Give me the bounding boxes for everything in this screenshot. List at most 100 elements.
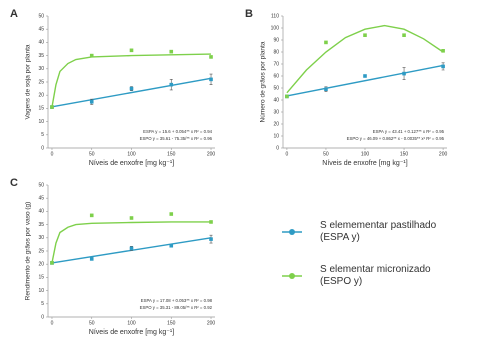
legend-marker	[289, 273, 295, 279]
y-tick-label: 35	[38, 53, 44, 59]
fit-line	[286, 64, 444, 97]
point	[209, 220, 213, 224]
y-tick-label: 100	[271, 25, 280, 31]
y-tick-label: 40	[38, 40, 44, 46]
y-tick-label: 45	[38, 27, 44, 33]
point	[50, 261, 54, 265]
y-tick-label: 30	[273, 109, 279, 115]
y-tick-label: 15	[38, 275, 44, 281]
y-tick-label: 20	[38, 262, 44, 268]
y-tick-label: 50	[38, 182, 44, 188]
x-tick-label: 50	[89, 151, 95, 157]
y-tick-label: 45	[38, 196, 44, 202]
x-tick-label: 150	[167, 320, 176, 326]
x-tick-label: 200	[207, 151, 216, 157]
panel-letter: C	[10, 177, 18, 189]
fit-line	[51, 77, 212, 108]
x-tick-label: 100	[127, 320, 136, 326]
y-tick-label: 30	[38, 66, 44, 72]
point	[324, 87, 328, 91]
y-tick-label: 50	[38, 13, 44, 19]
point	[324, 40, 328, 45]
fit-line	[51, 53, 212, 108]
y-tick-label: 60	[273, 73, 279, 79]
equation: ESPA y = 15.6 + 0.054** x R² = 0.94	[143, 129, 212, 134]
point	[129, 246, 134, 251]
x-tick-label: 0	[286, 151, 289, 157]
y-tick-label: 25	[38, 248, 44, 254]
equation: ESPA y = 43.41 + 0.127** x R² = 0.95	[373, 129, 445, 134]
point	[402, 71, 406, 76]
legend-label: S elemementar pastilhado (ESPA y)	[320, 220, 437, 243]
y-tick-label: 50	[273, 85, 279, 91]
x-tick-label: 50	[89, 320, 95, 326]
point	[89, 53, 94, 58]
point	[285, 94, 289, 99]
x-tick-label: 200	[207, 320, 216, 326]
point	[129, 216, 134, 220]
point	[209, 55, 213, 59]
x-tick-label: 0	[51, 320, 54, 326]
panel-letter: B	[245, 8, 253, 20]
x-tick-label: 100	[127, 151, 136, 157]
point	[363, 74, 367, 78]
equation: ESPO y = 46.09 + 0.862** x - 0.0035** x²…	[347, 136, 445, 141]
y-tick-label: 0	[276, 145, 279, 151]
y-tick-label: 35	[38, 222, 44, 228]
point	[441, 64, 445, 69]
legend-label: S elementar micronizado (ESPO y)	[320, 264, 431, 287]
x-axis-label: Níveis de enxofre [mg kg⁻¹]	[89, 329, 174, 336]
x-axis-label: Níveis de enxofre [mg kg⁻¹]	[322, 160, 407, 167]
equation: ESPO y = 35.61 - 75.35/** x R² = 0.96	[140, 136, 213, 141]
point	[402, 33, 406, 37]
y-tick-label: 90	[273, 37, 279, 43]
x-tick-label: 0	[51, 151, 54, 157]
point	[169, 49, 174, 54]
point	[441, 49, 445, 53]
y-tick-label: 10	[38, 119, 44, 125]
point	[129, 86, 134, 91]
x-tick-label: 50	[323, 151, 329, 157]
y-tick-label: 5	[41, 132, 44, 138]
y-tick-label: 0	[41, 145, 44, 151]
y-tick-label: 80	[273, 49, 279, 55]
y-tick-label: 20	[273, 121, 279, 127]
x-tick-label: 150	[400, 151, 409, 157]
y-axis-label: Número de grãos por planta	[260, 41, 267, 122]
y-axis-label: Rendimento de grãos por vaso (g)	[25, 202, 32, 301]
y-tick-label: 25	[38, 79, 44, 85]
y-tick-label: 20	[38, 93, 44, 99]
x-tick-label: 150	[167, 151, 176, 157]
y-tick-label: 0	[41, 314, 44, 320]
x-tick-label: 100	[361, 151, 370, 157]
y-tick-label: 10	[273, 133, 279, 139]
equation: ESPA y = 17.08 + 0.053** x R² = 0.98	[141, 298, 213, 303]
point	[169, 243, 174, 248]
legend-marker	[289, 229, 295, 235]
point	[89, 100, 94, 104]
y-tick-label: 40	[273, 97, 279, 103]
y-tick-label: 30	[38, 235, 44, 241]
point	[169, 212, 174, 216]
point	[209, 237, 213, 241]
y-tick-label: 10	[38, 288, 44, 294]
y-tick-label: 110	[271, 13, 279, 19]
y-tick-label: 15	[38, 106, 44, 112]
x-tick-label: 200	[439, 151, 448, 157]
point	[129, 48, 134, 53]
panel-letter: A	[10, 8, 18, 20]
point	[363, 33, 367, 37]
y-tick-label: 40	[38, 209, 44, 215]
point	[89, 213, 94, 218]
fit-line	[51, 221, 212, 264]
point	[169, 82, 174, 87]
y-tick-label: 5	[41, 301, 44, 307]
point	[50, 105, 54, 109]
y-axis-label: Vagens de soja por planta	[25, 44, 32, 119]
y-tick-label: 70	[273, 61, 279, 67]
equation: ESPO y = 35.31 - 89.05/** x R² = 0.92	[140, 305, 213, 310]
x-axis-label: Níveis de enxofre [mg kg⁻¹]	[89, 160, 174, 167]
fit-line	[286, 24, 444, 94]
